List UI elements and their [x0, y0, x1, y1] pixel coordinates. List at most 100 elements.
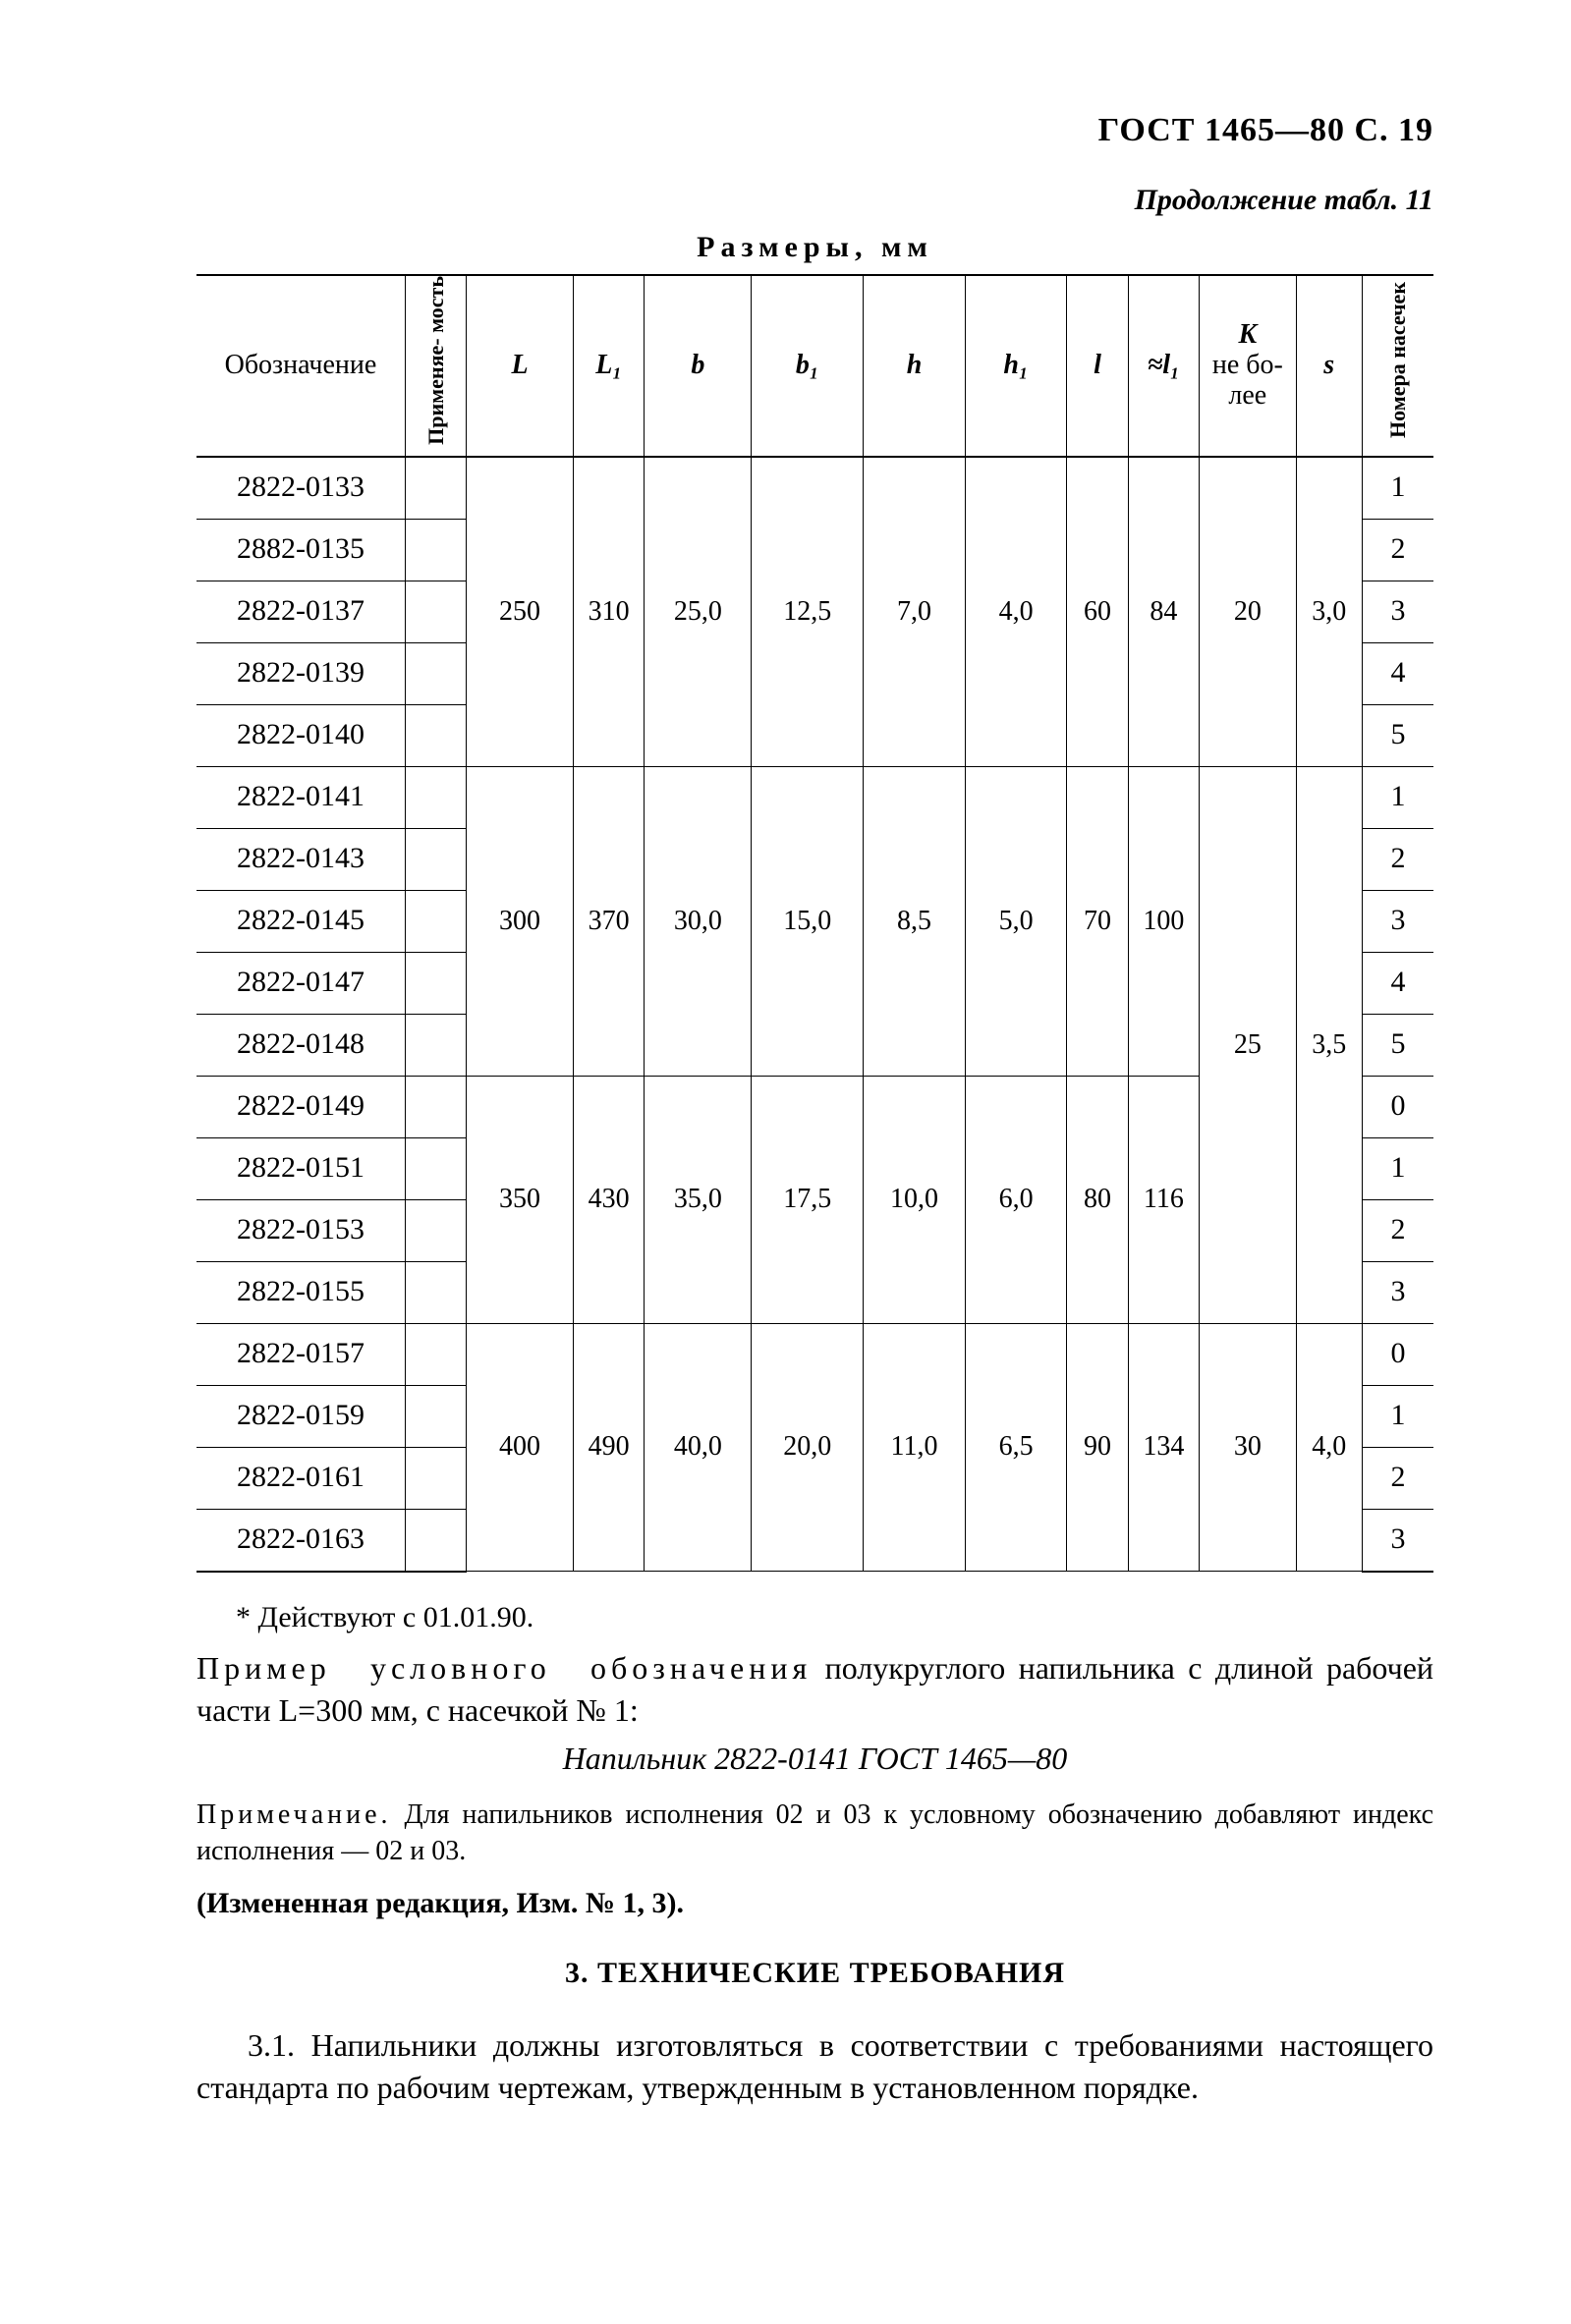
table-cell: 490 — [573, 1323, 645, 1572]
table-row: 2822-015740049040,020,011,06,590134304,0… — [196, 1323, 1433, 1385]
table-cell: 7,0 — [864, 457, 966, 767]
page: ГОСТ 1465—80 С. 19 Продолжение табл. 11 … — [0, 0, 1571, 2324]
table-cell: 6,5 — [965, 1323, 1067, 1572]
table-cell: 10,0 — [864, 1076, 966, 1323]
table-cell: 134 — [1128, 1323, 1200, 1572]
col-L: L — [467, 275, 574, 457]
table-cell — [405, 704, 466, 766]
table-cell: 1 — [1362, 1385, 1433, 1447]
table-cell: 2822-0145 — [196, 890, 405, 952]
table-cell: 70 — [1067, 766, 1128, 1076]
page-header: ГОСТ 1465—80 С. 19 — [196, 108, 1433, 153]
col-s: s — [1296, 275, 1362, 457]
table-cell — [405, 642, 466, 704]
dimensions-table: Обозначение Применяе- мость L L₁ b b₁ h … — [196, 274, 1433, 1573]
col-applicability: Применяе- мость — [405, 275, 466, 457]
table-cell: 12,5 — [752, 457, 864, 767]
col-l1: ≈l₁ — [1128, 275, 1200, 457]
table-cell: 30 — [1200, 1323, 1296, 1572]
table-cell: 2822-0157 — [196, 1323, 405, 1385]
table-cell: 15,0 — [752, 766, 864, 1076]
table-cell: 5 — [1362, 704, 1433, 766]
table-cell: 2822-0143 — [196, 828, 405, 890]
table-cell — [405, 766, 466, 828]
changed-edition: (Измененная редакция, Изм. № 1, 3). — [196, 1884, 1433, 1924]
table-cell: 2822-0139 — [196, 642, 405, 704]
table-cell: 40,0 — [645, 1323, 752, 1572]
table-cell: 4,0 — [1296, 1323, 1362, 1572]
dimensions-caption: Размеры, мм — [196, 228, 1433, 268]
table-cell: 6,0 — [965, 1076, 1067, 1323]
table-cell: 2 — [1362, 828, 1433, 890]
table-body: 2822-013325031025,012,57,04,06084203,012… — [196, 457, 1433, 1572]
table-cell: 100 — [1128, 766, 1200, 1076]
table-continuation: Продолжение табл. 11 — [196, 181, 1433, 221]
table-cell: 2 — [1362, 519, 1433, 581]
table-cell: 350 — [467, 1076, 574, 1323]
table-footnote: * Действуют с 01.01.90. — [236, 1598, 1433, 1638]
table-cell: 8,5 — [864, 766, 966, 1076]
col-b: b — [645, 275, 752, 457]
table-cell — [405, 1076, 466, 1137]
table-cell: 250 — [467, 457, 574, 767]
col-b1: b₁ — [752, 275, 864, 457]
table-cell: 3,5 — [1296, 766, 1362, 1323]
table-cell: 2822-0161 — [196, 1447, 405, 1509]
table-cell: 2822-0133 — [196, 457, 405, 520]
table-cell — [405, 1509, 466, 1572]
table-cell — [405, 1447, 466, 1509]
table-cell: 11,0 — [864, 1323, 966, 1572]
table-cell: 5 — [1362, 1014, 1433, 1076]
paragraph-3-1: 3.1. Напильники должны изготовляться в с… — [196, 2024, 1433, 2109]
col-notch: Номера насечек — [1362, 275, 1433, 457]
table-cell: 2 — [1362, 1447, 1433, 1509]
table-cell: 3 — [1362, 581, 1433, 642]
table-cell: 2822-0147 — [196, 952, 405, 1014]
col-l: l — [1067, 275, 1128, 457]
table-cell: 35,0 — [645, 1076, 752, 1323]
table-cell: 60 — [1067, 457, 1128, 767]
table-cell: 430 — [573, 1076, 645, 1323]
table-cell — [405, 1323, 466, 1385]
table-cell — [405, 1261, 466, 1323]
table-header-row: Обозначение Применяе- мость L L₁ b b₁ h … — [196, 275, 1433, 457]
note-paragraph: Примечание. Для напильников исполнения 0… — [196, 1797, 1433, 1871]
table-cell — [405, 890, 466, 952]
table-cell — [405, 828, 466, 890]
table-cell: 1 — [1362, 1137, 1433, 1199]
table-cell: 2822-0151 — [196, 1137, 405, 1199]
table-cell — [405, 519, 466, 581]
table-cell: 2822-0159 — [196, 1385, 405, 1447]
table-cell: 4,0 — [965, 457, 1067, 767]
table-cell: 3 — [1362, 1509, 1433, 1572]
table-cell: 3 — [1362, 1261, 1433, 1323]
table-cell: 2822-0141 — [196, 766, 405, 828]
table-cell: 25 — [1200, 766, 1296, 1323]
table-cell — [405, 581, 466, 642]
table-cell: 2822-0155 — [196, 1261, 405, 1323]
table-cell: 2822-0148 — [196, 1014, 405, 1076]
table-cell: 5,0 — [965, 766, 1067, 1076]
table-cell: 30,0 — [645, 766, 752, 1076]
col-designation: Обозначение — [196, 275, 405, 457]
section-3-title: 3. ТЕХНИЧЕСКИЕ ТРЕБОВАНИЯ — [196, 1954, 1433, 1994]
table-cell — [405, 952, 466, 1014]
table-cell: 1 — [1362, 766, 1433, 828]
table-cell: 20 — [1200, 457, 1296, 767]
table-cell: 2882-0135 — [196, 519, 405, 581]
table-cell: 0 — [1362, 1323, 1433, 1385]
table-cell: 2822-0149 — [196, 1076, 405, 1137]
table-cell — [405, 1014, 466, 1076]
table-cell: 3,0 — [1296, 457, 1362, 767]
table-cell: 370 — [573, 766, 645, 1076]
table-cell: 80 — [1067, 1076, 1128, 1323]
table-cell: 310 — [573, 457, 645, 767]
table-row: 2822-014130037030,015,08,55,070100253,51 — [196, 766, 1433, 828]
table-cell: 0 — [1362, 1076, 1433, 1137]
table-cell — [405, 1385, 466, 1447]
table-cell: 1 — [1362, 457, 1433, 520]
table-cell: 2822-0163 — [196, 1509, 405, 1572]
table-cell: 300 — [467, 766, 574, 1076]
table-cell: 25,0 — [645, 457, 752, 767]
table-cell: 20,0 — [752, 1323, 864, 1572]
